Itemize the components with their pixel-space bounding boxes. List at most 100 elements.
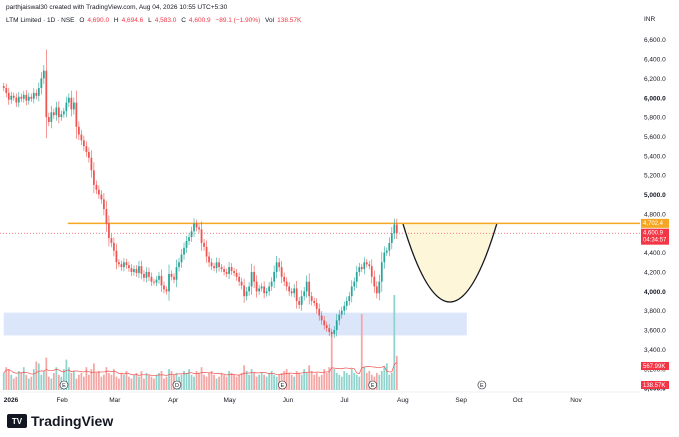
- candle-body: [205, 246, 208, 257]
- candle-body: [93, 170, 95, 185]
- y-tick-label: 4,200.0: [644, 269, 666, 276]
- candle-body: [280, 267, 283, 277]
- volume-bar: [138, 376, 140, 390]
- volume-bar: [203, 374, 205, 390]
- volume-bar: [385, 363, 388, 390]
- candle-body: [263, 286, 266, 294]
- x-tick-label: Nov: [570, 397, 582, 404]
- candle-body: [168, 273, 170, 292]
- candle-body: [130, 268, 133, 272]
- volume-bar: [32, 369, 35, 390]
- tradingview-brand[interactable]: TV TradingView: [7, 413, 113, 429]
- candle-body: [32, 92, 35, 99]
- candle-body: [185, 241, 188, 248]
- y-tick-label: 6,400.0: [644, 57, 666, 64]
- x-tick-label: Feb: [57, 397, 69, 404]
- volume-bar: [330, 333, 333, 390]
- candle-body: [395, 224, 398, 234]
- candle-body: [193, 223, 195, 232]
- candle-body: [175, 267, 178, 280]
- candle-body: [308, 281, 311, 297]
- candle-body: [208, 256, 210, 263]
- event-marker-circle: [172, 380, 182, 390]
- volume-bar: [77, 374, 80, 390]
- y-tick-label: 4,800.0: [644, 211, 666, 218]
- volume-bar: [62, 369, 65, 390]
- volume-bar: [270, 371, 273, 390]
- y-tick-label: 3,600.0: [644, 328, 666, 335]
- volume-bar: [338, 374, 341, 390]
- volume-bar: [35, 361, 38, 390]
- candle-body: [388, 242, 391, 251]
- volume-bar: [233, 374, 235, 390]
- candle-body: [225, 271, 228, 274]
- volume-bar: [155, 374, 158, 390]
- candle-body: [62, 111, 65, 115]
- volume-bar: [205, 376, 208, 390]
- volume-bar: [355, 374, 358, 390]
- candle-body: [170, 273, 173, 277]
- candle-body: [70, 97, 73, 110]
- volume-bar: [320, 374, 323, 390]
- volume-bar: [55, 367, 58, 390]
- candle-body: [25, 94, 28, 101]
- candle-body: [105, 209, 108, 224]
- volume-bar: [188, 369, 190, 390]
- candle-body: [103, 199, 105, 210]
- candle-body: [83, 140, 85, 147]
- volume-bar: [215, 378, 218, 390]
- candle-body: [335, 320, 338, 331]
- volume-bar: [85, 367, 88, 390]
- volume-bar: [80, 372, 83, 390]
- candle-body: [37, 88, 40, 96]
- event-marker-label: E: [480, 383, 484, 389]
- candle-body: [45, 70, 48, 118]
- y-tick-label: 5,400.0: [644, 153, 666, 160]
- volume-bar: [130, 378, 133, 390]
- volume-bar: [395, 355, 398, 390]
- tradingview-logo-icon: TV: [7, 414, 27, 428]
- y-tick-label: 6,600.0: [644, 37, 666, 44]
- volume-bar: [165, 376, 168, 390]
- volume-bar: [210, 371, 213, 390]
- volume-bar: [190, 374, 193, 390]
- volume-bar: [303, 369, 306, 390]
- volume-bar: [40, 374, 43, 390]
- candle-body: [42, 70, 45, 79]
- candle-body: [343, 305, 346, 311]
- candle-body: [150, 276, 153, 282]
- volume-bar: [183, 371, 185, 390]
- volume-bar: [228, 371, 230, 390]
- candle-body: [375, 286, 378, 294]
- candle-body: [190, 231, 193, 238]
- volume-bar: [67, 367, 70, 390]
- candle-body: [95, 184, 98, 190]
- volume-bar: [295, 371, 298, 390]
- volume-bar: [325, 372, 328, 390]
- candle-body: [85, 146, 88, 152]
- volume-bar: [133, 374, 135, 390]
- candle-body: [210, 262, 213, 267]
- candle-body: [330, 331, 333, 334]
- volume-bar: [328, 367, 331, 390]
- candle-body: [65, 102, 68, 112]
- volume-bar: [65, 359, 68, 390]
- y-tick-label: 5,200.0: [644, 173, 666, 180]
- event-marker-circle: [278, 380, 287, 390]
- volume-bar: [135, 372, 138, 390]
- volume-bar: [5, 367, 8, 390]
- vol-value: 138.57K: [277, 17, 302, 24]
- high-label: H: [113, 17, 119, 24]
- volume-bar: [120, 372, 123, 390]
- volume-bar: [288, 372, 291, 390]
- volume-bar: [290, 374, 293, 390]
- candle-body: [12, 95, 15, 98]
- candle-body: [27, 96, 30, 101]
- candle-body: [67, 97, 70, 103]
- candle-body: [148, 271, 150, 277]
- candle-body: [20, 96, 23, 99]
- candle-body: [72, 102, 75, 110]
- volume-bar: [72, 371, 75, 390]
- volume-bar: [300, 374, 303, 390]
